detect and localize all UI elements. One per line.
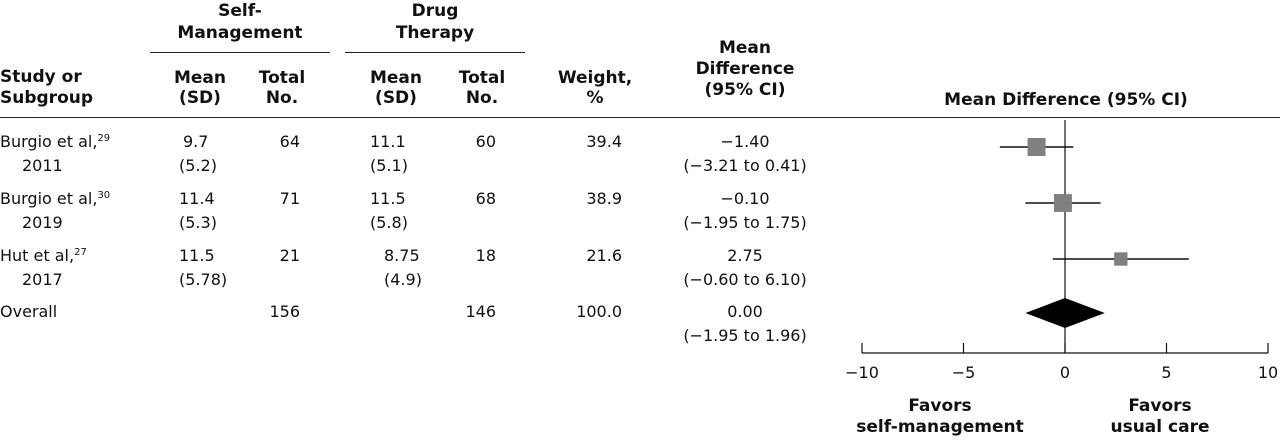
weight-value: 21.6 — [586, 246, 622, 265]
plot-title: Mean Difference (95% CI) — [944, 90, 1188, 110]
weight-value: 38.9 — [586, 189, 622, 208]
overall-label: Overall — [0, 302, 58, 321]
x-tick-label: −10 — [845, 363, 879, 382]
dt-sd: (5.8) — [370, 213, 408, 232]
weight-value: 100.0 — [576, 302, 622, 321]
dt-mean: 11.5 — [370, 189, 406, 208]
header-rule — [0, 117, 1280, 118]
x-tick-label: 0 — [1060, 363, 1070, 382]
dt-mean: 11.1 — [370, 132, 406, 151]
sm-sd: (5.78) — [179, 270, 228, 289]
study-marker — [1114, 252, 1128, 266]
self-management-rule — [150, 52, 330, 53]
dt-total: 146 — [465, 302, 496, 321]
sm-total: 71 — [279, 189, 300, 208]
sm-total-header: Total No. — [258, 68, 306, 108]
sm-mean: 11.4 — [179, 189, 215, 208]
study-label: Burgio et al,30 — [0, 189, 111, 208]
md-value: −1.40 — [720, 132, 770, 151]
self-management-header: Self- Management — [177, 1, 303, 43]
study-year: 2017 — [22, 270, 63, 289]
dt-mean-header: Mean (SD) — [369, 68, 423, 108]
dt-sd: (4.9) — [384, 270, 422, 289]
dt-sd: (5.1) — [370, 156, 408, 175]
study-header: Study or Subgroup — [0, 67, 94, 108]
sm-total: 156 — [269, 302, 300, 321]
dt-total: 18 — [475, 246, 496, 265]
sm-total: 21 — [279, 246, 300, 265]
study-marker — [1054, 194, 1072, 212]
study-label: Burgio et al,29 — [0, 132, 111, 151]
weight-header: Weight, % — [557, 68, 633, 108]
x-tick-label: −5 — [952, 363, 976, 382]
md-ci: (−1.95 to 1.75) — [683, 213, 807, 232]
sm-mean: 11.5 — [179, 246, 215, 265]
sm-total: 64 — [279, 132, 300, 151]
mean-difference-header: Mean Difference (95% CI) — [695, 38, 795, 100]
favors-left-label: Favors self-management — [856, 396, 1024, 437]
drug-therapy-rule — [345, 52, 525, 53]
study-year: 2019 — [22, 213, 63, 232]
md-ci: (−1.95 to 1.96) — [683, 326, 807, 345]
x-tick-label: 10 — [1258, 363, 1278, 382]
sm-mean: 9.7 — [183, 132, 209, 151]
md-value: 2.75 — [727, 246, 763, 265]
dt-total-header: Total No. — [458, 68, 506, 108]
dt-total: 68 — [475, 189, 496, 208]
sm-sd: (5.2) — [179, 156, 217, 175]
x-tick-label: 5 — [1161, 363, 1171, 382]
weight-value: 39.4 — [586, 132, 622, 151]
md-value: −0.10 — [720, 189, 770, 208]
dt-mean: 8.75 — [384, 246, 420, 265]
md-ci: (−3.21 to 0.41) — [683, 156, 807, 175]
md-ci: (−0.60 to 6.10) — [683, 270, 807, 289]
study-marker — [1027, 138, 1046, 156]
sm-mean-header: Mean (SD) — [173, 68, 227, 108]
dt-total: 60 — [475, 132, 496, 151]
study-label: Hut et al,27 — [0, 246, 87, 265]
study-year: 2011 — [22, 156, 63, 175]
md-value: 0.00 — [727, 302, 763, 321]
favors-right-label: Favors usual care — [1110, 396, 1210, 437]
drug-therapy-header: Drug Therapy — [395, 1, 475, 43]
sm-sd: (5.3) — [179, 213, 217, 232]
overall-diamond — [1025, 298, 1105, 328]
